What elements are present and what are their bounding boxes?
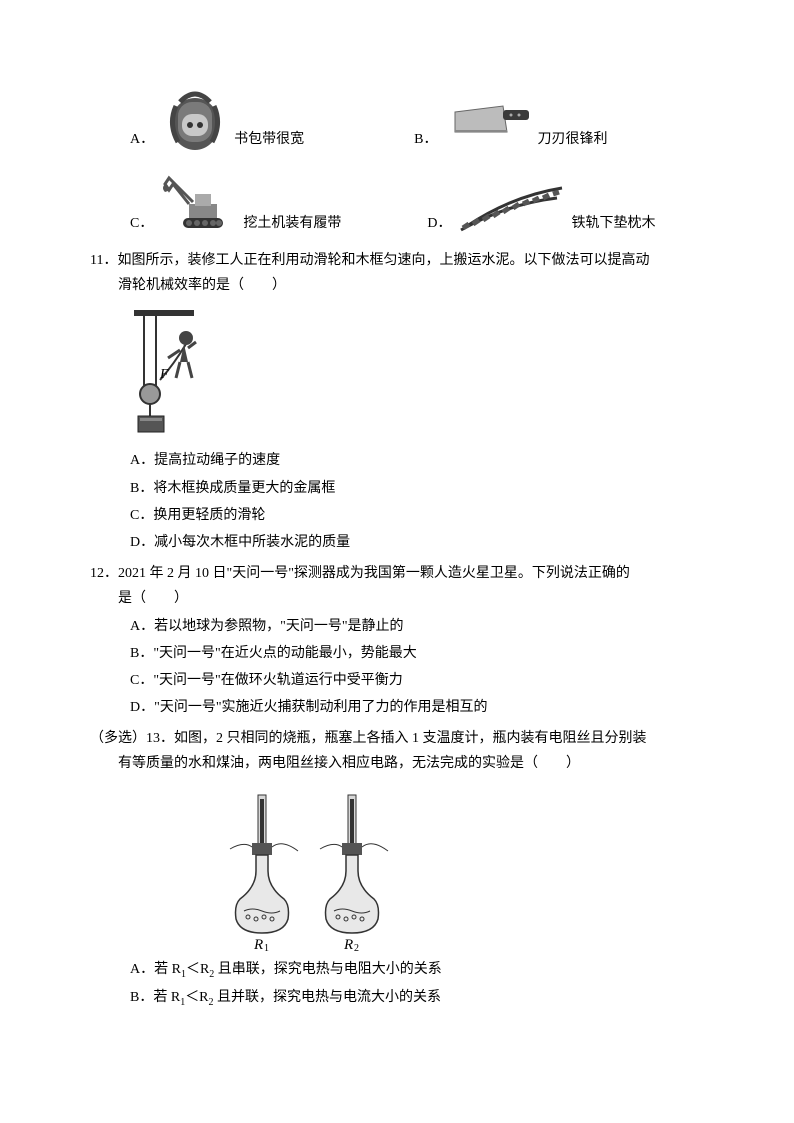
label-R2-sub: 2 bbox=[354, 943, 359, 951]
q11-stem1: 11．如图所示，装修工人正在利用动滑轮和木框匀速向，上搬运水泥。以下做法可以提高… bbox=[90, 248, 704, 273]
q13: （多选）13．如图，2 只相同的烧瓶，瓶塞上各插入 1 支温度计，瓶内装有电阻丝… bbox=[90, 726, 704, 1012]
label-R1-sub: 1 bbox=[264, 943, 269, 951]
q12-B: B．"天问一号"在近火点的动能最小，势能最大 bbox=[130, 641, 704, 666]
text: 且串联，探究电热与电阻大小的关系 bbox=[214, 962, 442, 977]
q10-row2: C． 挖土机装有履带 D． bbox=[130, 164, 704, 236]
q12-D: D．"天问一号"实施近火捕获制动利用了力的作用是相互的 bbox=[130, 695, 704, 720]
text: B．若 R bbox=[130, 990, 180, 1005]
q13-stem1: （多选）13．如图，2 只相同的烧瓶，瓶塞上各插入 1 支温度计，瓶内装有电阻丝… bbox=[90, 726, 704, 751]
q11-D: D．减小每次木框中所装水泥的质量 bbox=[130, 530, 704, 555]
text: 且并联，探究电热与电流大小的关系 bbox=[214, 990, 442, 1005]
opt-text: 刀刃很锋利 bbox=[537, 127, 607, 152]
opt-text: 铁轨下垫枕木 bbox=[571, 211, 655, 236]
q13-B: B．若 R1＜R2 且并联，探究电热与电流大小的关系 bbox=[130, 985, 704, 1012]
q13-A: A．若 R1＜R2 且串联，探究电热与电阻大小的关系 bbox=[130, 957, 704, 984]
opt-text: 挖土机装有履带 bbox=[243, 211, 341, 236]
rail-image bbox=[457, 176, 567, 236]
svg-text:F: F bbox=[159, 367, 169, 382]
knife-image bbox=[443, 96, 533, 152]
q11-C: C．换用更轻质的滑轮 bbox=[130, 503, 704, 528]
pulley-image: F bbox=[130, 308, 704, 438]
q11-B: B．将木框换成质量更大的金属框 bbox=[130, 476, 704, 501]
label-R2: R bbox=[343, 937, 353, 951]
q10-opt-D: D． 铁轨下垫枕木 bbox=[427, 176, 655, 236]
q12-A: A．若以地球为参照物，"天问一号"是静止的 bbox=[130, 614, 704, 639]
q11: 11．如图所示，装修工人正在利用动滑轮和木框匀速向，上搬运水泥。以下做法可以提高… bbox=[90, 248, 704, 555]
q10-opt-C: C． 挖土机装有履带 bbox=[130, 164, 341, 236]
text: ＜R bbox=[185, 990, 208, 1005]
text: ＜R bbox=[186, 962, 209, 977]
opt-text: 书包带很宽 bbox=[234, 127, 304, 152]
opt-label: B． bbox=[414, 127, 437, 152]
q10-row1: A． 书包带很宽 B． 刀刃很锋利 bbox=[130, 80, 704, 152]
q11-stem2: 滑轮机械效率的是（ ） bbox=[118, 273, 704, 298]
q12-stem1: 12．2021 年 2 月 10 日"天问一号"探测器成为我国第一颗人造火星卫星… bbox=[90, 561, 704, 586]
opt-label: D． bbox=[427, 211, 451, 236]
opt-label: A． bbox=[130, 127, 154, 152]
opt-label: C． bbox=[130, 211, 153, 236]
flask-image: R 1 R 2 bbox=[210, 791, 704, 951]
text: A．若 R bbox=[130, 962, 181, 977]
q12-C: C．"天问一号"在做环火轨道运行中受平衡力 bbox=[130, 668, 704, 693]
q13-stem2: 有等质量的水和煤油，两电阻丝接入相应电路，无法完成的实验是（ ） bbox=[118, 751, 704, 776]
label-R1: R bbox=[253, 937, 263, 951]
q10-opt-A: A． 书包带很宽 bbox=[130, 80, 304, 152]
q12: 12．2021 年 2 月 10 日"天问一号"探测器成为我国第一颗人造火星卫星… bbox=[90, 561, 704, 720]
excavator-image bbox=[159, 164, 239, 236]
q12-stem2: 是（ ） bbox=[118, 586, 704, 611]
q10-opt-B: B． 刀刃很锋利 bbox=[414, 96, 607, 152]
backpack-image bbox=[160, 80, 230, 152]
q11-A: A．提高拉动绳子的速度 bbox=[130, 448, 704, 473]
